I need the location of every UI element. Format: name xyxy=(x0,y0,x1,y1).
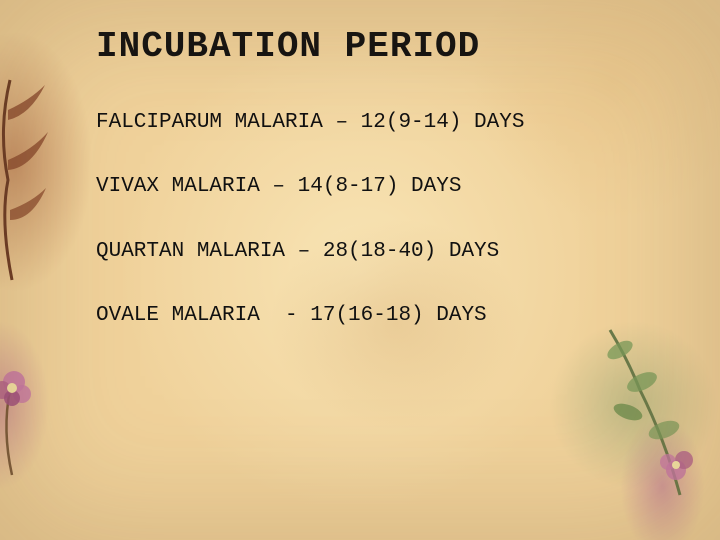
incubation-item: VIVAX MALARIA – 14(8-17) DAYS xyxy=(96,173,656,201)
slide-content: INCUBATION PERIOD FALCIPARUM MALARIA – 1… xyxy=(96,26,656,366)
incubation-item: FALCIPARUM MALARIA – 12(9-14) DAYS xyxy=(96,109,656,137)
decorative-flower-bottom-left xyxy=(0,360,52,480)
incubation-item: OVALE MALARIA - 17(16-18) DAYS xyxy=(96,302,656,330)
decorative-leaf-left xyxy=(0,70,60,290)
slide-title: INCUBATION PERIOD xyxy=(96,26,656,67)
incubation-item: QUARTAN MALARIA – 28(18-40) DAYS xyxy=(96,238,656,266)
